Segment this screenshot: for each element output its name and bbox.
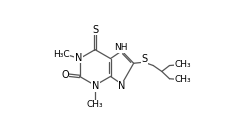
Text: N: N <box>75 53 82 63</box>
Text: O: O <box>61 70 69 80</box>
Text: S: S <box>141 54 147 64</box>
Text: CH₃: CH₃ <box>174 75 191 84</box>
Text: N: N <box>92 81 99 91</box>
Text: S: S <box>92 25 98 35</box>
Text: CH₃: CH₃ <box>174 60 191 69</box>
Text: H₃C: H₃C <box>53 50 70 59</box>
Text: NH: NH <box>114 43 128 53</box>
Text: N: N <box>118 82 126 92</box>
Text: CH₃: CH₃ <box>87 100 103 109</box>
